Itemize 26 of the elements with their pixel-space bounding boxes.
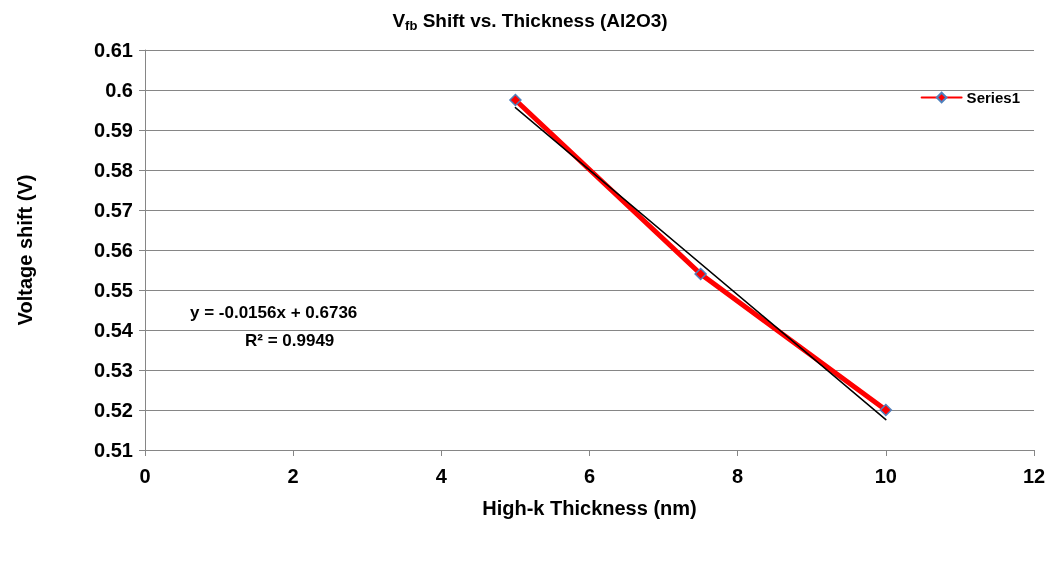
- annotation: y = -0.0156x + 0.6736: [190, 303, 358, 322]
- point: [879, 403, 893, 417]
- x-axis-title: High-k Thickness (nm): [482, 497, 697, 519]
- y-tick-label: 0.52: [94, 399, 133, 421]
- x-tick-label: 10: [874, 465, 897, 487]
- y-tick-label: 0.6: [105, 79, 133, 101]
- x-tick-label: 0: [139, 465, 151, 487]
- x-tick-label: 12: [1022, 465, 1046, 487]
- x-tick-label: 2: [287, 465, 299, 487]
- y-tick-label: 0.61: [94, 39, 133, 61]
- y-tick-label: 0.54: [94, 319, 134, 341]
- y-axis-title: Voltage shift (V): [14, 174, 36, 326]
- y-tick-label: 0.55: [94, 279, 133, 301]
- x-tick-label: 6: [583, 465, 596, 487]
- x-tick-label: 8: [732, 465, 744, 487]
- point: [694, 267, 707, 281]
- y-tick-label: 0.51: [94, 439, 133, 461]
- y-tick-label: 0.58: [94, 159, 133, 181]
- point: [509, 93, 522, 107]
- x-tick-label: 4: [435, 465, 448, 487]
- annotation: R² = 0.9949: [245, 331, 335, 350]
- y-tick-label: 0.59: [94, 119, 133, 141]
- y-tick-label: 0.57: [94, 199, 133, 221]
- legend-label: Series1: [966, 89, 1021, 106]
- y-tick-label: 0.56: [94, 239, 133, 261]
- y-tick-label: 0.53: [94, 359, 133, 381]
